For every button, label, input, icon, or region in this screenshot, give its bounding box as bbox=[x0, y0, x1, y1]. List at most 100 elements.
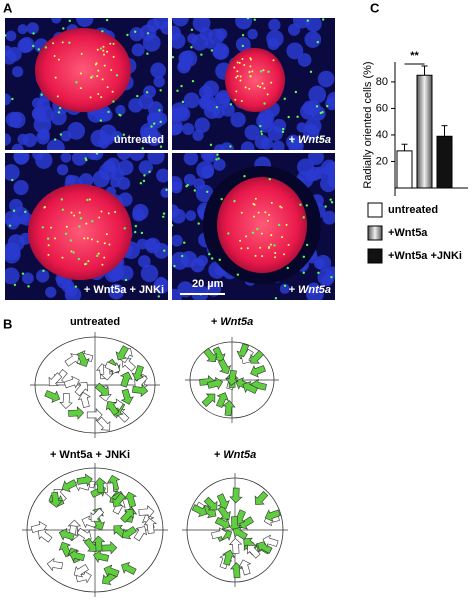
nucleus bbox=[182, 122, 195, 136]
green-dot bbox=[277, 223, 281, 227]
nucleus bbox=[327, 174, 335, 188]
nucleus bbox=[67, 122, 86, 140]
green-dot bbox=[162, 215, 165, 218]
green-dot bbox=[143, 174, 146, 177]
nucleus bbox=[256, 112, 273, 130]
green-dot bbox=[159, 120, 162, 124]
yellow-dot bbox=[43, 206, 46, 209]
yellow-dot bbox=[103, 64, 106, 67]
green-dot bbox=[118, 113, 121, 117]
green-dot bbox=[99, 47, 103, 50]
nucleus bbox=[244, 124, 260, 141]
y-tick-label: 80 bbox=[376, 76, 388, 88]
yellow-dot bbox=[239, 75, 242, 78]
green-dot bbox=[268, 178, 271, 181]
nucleus bbox=[219, 142, 234, 150]
nucleus bbox=[260, 137, 274, 150]
nucleus bbox=[5, 267, 20, 285]
yellow-dot bbox=[103, 256, 106, 259]
yellow-dot bbox=[114, 210, 117, 213]
nucleus bbox=[183, 173, 196, 186]
micrograph bbox=[5, 18, 168, 150]
nucleus bbox=[143, 85, 156, 99]
yellow-dot bbox=[253, 215, 256, 218]
green-dot bbox=[283, 97, 286, 100]
cell-arrow bbox=[96, 416, 111, 431]
islet bbox=[28, 184, 132, 280]
nucleus bbox=[5, 93, 12, 106]
nucleus bbox=[172, 181, 183, 194]
micrographs: untreated + Wnt5a + Wnt5a + JNKi + Wnt5a 20 … bbox=[5, 18, 335, 300]
nucleus bbox=[240, 141, 255, 150]
cell-arrow bbox=[132, 383, 149, 398]
cell-arrow bbox=[250, 350, 264, 364]
green-dot bbox=[11, 178, 14, 182]
yellow-dot bbox=[279, 205, 282, 208]
nucleus bbox=[128, 98, 143, 113]
nucleus bbox=[17, 38, 33, 54]
nucleus bbox=[304, 31, 322, 48]
green-dot bbox=[60, 198, 63, 201]
cell-arrow bbox=[228, 537, 243, 554]
cell-arrow bbox=[49, 491, 63, 508]
yellow-dot bbox=[259, 246, 262, 249]
green-dot bbox=[321, 110, 324, 114]
yellow-dot bbox=[274, 251, 277, 254]
nucleus bbox=[5, 133, 12, 146]
nucleus bbox=[147, 153, 165, 165]
diagrams: untreated + Wnt5a + Wnt5a + JNKi + Wnt5a bbox=[22, 316, 288, 597]
nucleus bbox=[132, 208, 146, 222]
yellow-dot bbox=[259, 85, 262, 88]
nucleus bbox=[36, 269, 50, 283]
nucleus bbox=[10, 214, 22, 226]
nucleus bbox=[71, 153, 88, 166]
nucleus bbox=[247, 28, 258, 40]
cell-arrow bbox=[120, 388, 134, 405]
green-dot bbox=[146, 32, 150, 35]
green-dot bbox=[37, 48, 40, 51]
cell-arrow bbox=[242, 381, 259, 394]
green-dot bbox=[122, 133, 126, 136]
green-dot bbox=[124, 278, 128, 282]
cell-arrow bbox=[73, 564, 89, 578]
cell-arrow bbox=[104, 361, 121, 375]
green-dot bbox=[206, 190, 209, 193]
nucleus bbox=[291, 138, 303, 150]
cell-arrow bbox=[76, 473, 93, 487]
cell-arrow bbox=[119, 371, 133, 388]
green-dot bbox=[68, 19, 71, 23]
nucleus bbox=[45, 286, 57, 298]
nucleus bbox=[22, 133, 37, 148]
nucleus bbox=[304, 169, 318, 182]
yellow-dot bbox=[260, 232, 263, 235]
yellow-dot bbox=[270, 81, 273, 84]
yellow-dot bbox=[274, 256, 277, 259]
green-dot bbox=[324, 205, 327, 208]
cell-arrow bbox=[91, 535, 106, 552]
green-dot bbox=[172, 55, 175, 59]
yellow-dot bbox=[261, 82, 264, 85]
yellow-dot bbox=[112, 55, 115, 58]
cell-arrow bbox=[59, 393, 73, 410]
nucleus bbox=[172, 234, 183, 247]
yellow-dot bbox=[97, 252, 100, 255]
nucleus bbox=[105, 157, 121, 173]
cell-arrow bbox=[201, 504, 217, 519]
y-tick-label: 20 bbox=[376, 155, 388, 167]
nucleus bbox=[60, 153, 72, 163]
nucleus bbox=[213, 158, 226, 171]
nucleus bbox=[160, 21, 168, 35]
yellow-dot bbox=[65, 225, 68, 228]
yellow-dot bbox=[101, 263, 104, 266]
nucleus bbox=[317, 70, 335, 88]
yellow-dot bbox=[106, 50, 109, 53]
yellow-dot bbox=[101, 78, 104, 81]
yellow-dot bbox=[272, 59, 275, 62]
islet bbox=[217, 177, 307, 273]
image-caption: + Wnt5a + JNKi bbox=[84, 284, 164, 296]
green-dot bbox=[302, 216, 305, 219]
nucleus bbox=[13, 179, 29, 196]
green-dot bbox=[142, 179, 146, 183]
green-dot bbox=[99, 119, 103, 122]
nucleus bbox=[8, 111, 26, 129]
